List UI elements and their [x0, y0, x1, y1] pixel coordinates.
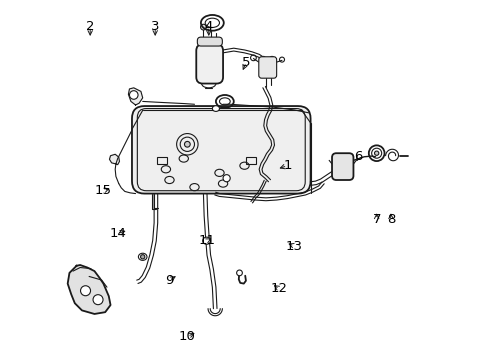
Ellipse shape — [140, 255, 144, 259]
Text: 13: 13 — [285, 240, 303, 253]
Ellipse shape — [345, 170, 350, 176]
Ellipse shape — [129, 91, 138, 99]
Ellipse shape — [184, 141, 190, 147]
Ellipse shape — [236, 270, 242, 276]
Polygon shape — [109, 154, 119, 165]
Ellipse shape — [203, 237, 210, 244]
Ellipse shape — [212, 106, 219, 111]
Bar — [246, 157, 256, 164]
Text: 5: 5 — [242, 55, 250, 69]
Text: 7: 7 — [372, 213, 380, 226]
Text: 2: 2 — [86, 20, 94, 33]
Text: 6: 6 — [354, 150, 362, 163]
Text: 3: 3 — [151, 20, 159, 33]
Text: 14: 14 — [109, 227, 126, 240]
Polygon shape — [128, 88, 142, 105]
Ellipse shape — [223, 175, 230, 182]
FancyBboxPatch shape — [132, 106, 310, 194]
Polygon shape — [67, 265, 110, 314]
Ellipse shape — [334, 170, 340, 176]
Bar — [157, 157, 166, 164]
FancyBboxPatch shape — [258, 57, 276, 78]
Text: 4: 4 — [204, 20, 213, 33]
Text: 9: 9 — [165, 274, 173, 287]
FancyBboxPatch shape — [197, 37, 222, 46]
Text: 12: 12 — [270, 283, 287, 296]
Text: 1: 1 — [283, 159, 291, 172]
Ellipse shape — [261, 57, 265, 61]
Text: 8: 8 — [386, 213, 394, 226]
Ellipse shape — [93, 295, 103, 305]
FancyBboxPatch shape — [331, 153, 353, 180]
Ellipse shape — [138, 253, 147, 260]
Text: 10: 10 — [179, 330, 195, 343]
Text: 15: 15 — [95, 184, 112, 197]
Ellipse shape — [269, 57, 274, 61]
Ellipse shape — [200, 24, 206, 30]
Ellipse shape — [374, 151, 378, 156]
Text: 11: 11 — [198, 234, 215, 247]
Ellipse shape — [81, 286, 90, 296]
FancyBboxPatch shape — [196, 44, 223, 84]
